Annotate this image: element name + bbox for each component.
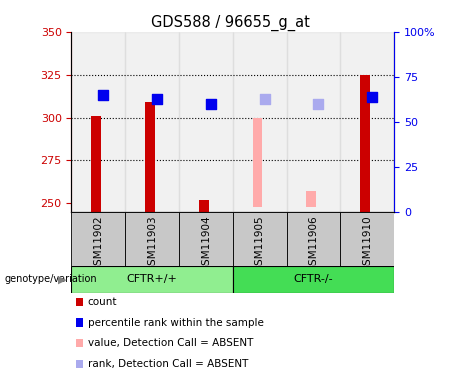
Bar	[233, 212, 287, 266]
Text: GSM11904: GSM11904	[201, 216, 211, 272]
Bar	[179, 212, 233, 266]
Bar	[253, 118, 262, 207]
Bar	[145, 102, 155, 212]
Point	[368, 94, 376, 100]
Text: GSM11910: GSM11910	[362, 216, 372, 272]
Text: GSM11906: GSM11906	[308, 216, 319, 272]
Text: GDS588 / 96655_g_at: GDS588 / 96655_g_at	[151, 15, 310, 31]
Bar	[125, 32, 179, 212]
Bar	[71, 266, 233, 292]
Bar	[287, 212, 340, 266]
Bar	[233, 32, 287, 212]
Text: value, Detection Call = ABSENT: value, Detection Call = ABSENT	[88, 338, 253, 348]
Point	[153, 96, 160, 102]
Text: CFTR-/-: CFTR-/-	[294, 274, 333, 284]
Point	[100, 92, 107, 98]
Bar	[307, 191, 316, 207]
Text: ▶: ▶	[58, 274, 66, 284]
Bar	[340, 212, 394, 266]
Text: genotype/variation: genotype/variation	[5, 274, 97, 284]
Bar	[361, 75, 370, 212]
Bar	[340, 32, 394, 212]
Text: GSM11903: GSM11903	[147, 216, 157, 272]
Bar	[179, 32, 233, 212]
Bar	[71, 212, 125, 266]
Text: CFTR+/+: CFTR+/+	[127, 274, 177, 284]
Point	[207, 101, 214, 107]
Bar	[233, 266, 394, 292]
Text: count: count	[88, 297, 117, 307]
Point	[314, 101, 322, 107]
Bar	[91, 116, 101, 212]
Text: GSM11905: GSM11905	[254, 216, 265, 272]
Text: rank, Detection Call = ABSENT: rank, Detection Call = ABSENT	[88, 359, 248, 369]
Bar	[199, 200, 208, 212]
Point	[261, 96, 268, 102]
Bar	[71, 32, 125, 212]
Text: GSM11902: GSM11902	[93, 216, 103, 272]
Bar	[125, 212, 179, 266]
Bar	[287, 32, 340, 212]
Text: percentile rank within the sample: percentile rank within the sample	[88, 318, 264, 327]
